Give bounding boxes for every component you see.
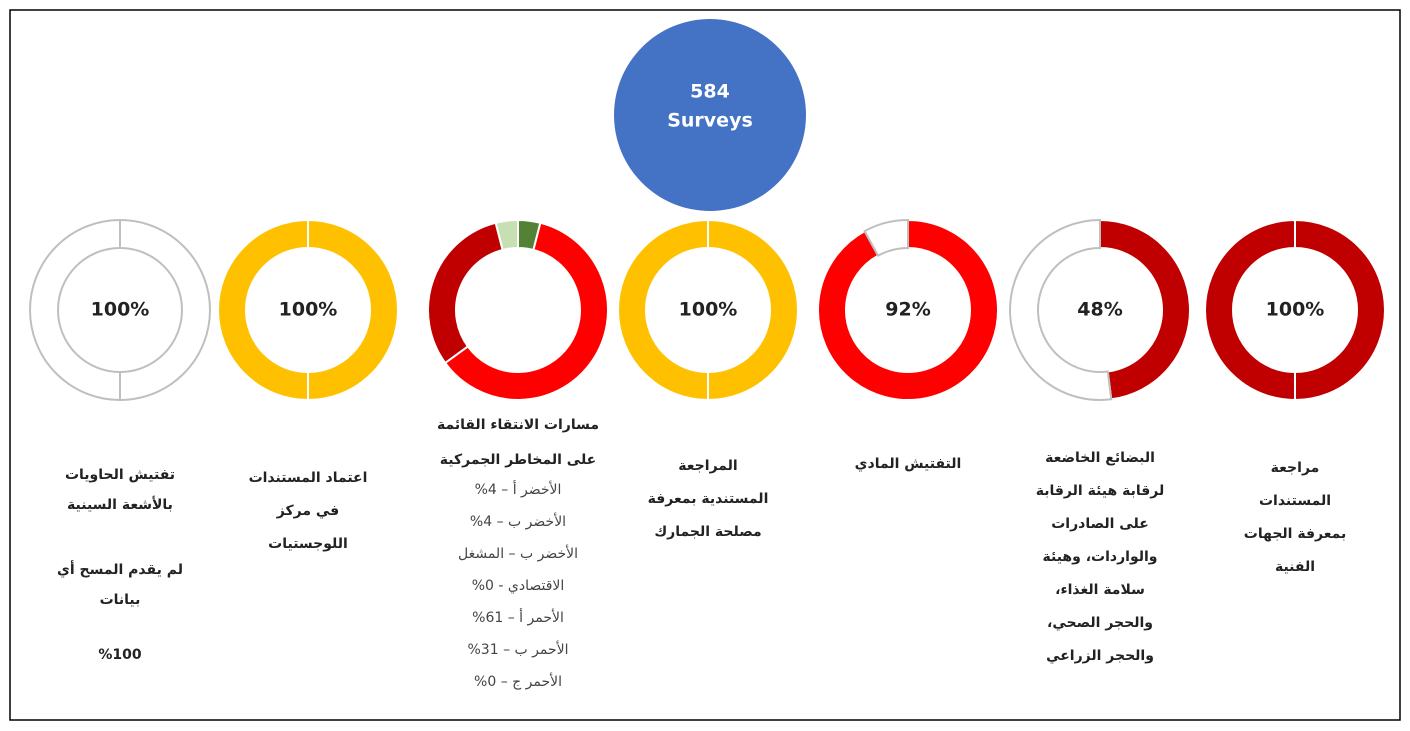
donut-segment <box>443 221 609 401</box>
center-label: 100% <box>91 299 150 321</box>
caption-line: المستندية بمعرفة <box>648 491 769 507</box>
legend-entry: الأخضر أ – 4% <box>475 480 562 498</box>
caption-line: والحجر الصحي، <box>1047 615 1153 631</box>
caption-line: والحجر الزراعي <box>1046 648 1154 664</box>
legend-entry: الأحمر ج – 0% <box>474 672 562 690</box>
donut-segment <box>427 221 504 365</box>
caption-line: مراجعة <box>1271 460 1320 476</box>
legend-entry: الأحمر أ – 61% <box>472 608 564 626</box>
caption-line: على المخاطر الجمركية <box>440 452 596 468</box>
caption-line: في مركز <box>276 503 339 519</box>
caption-line: اللوجستيات <box>268 536 348 552</box>
center-label: 100% <box>1266 299 1325 321</box>
center-label: 92% <box>885 299 930 321</box>
donut-segment <box>1204 218 1386 402</box>
legend-entry: الأخضر ب – 4% <box>470 512 566 530</box>
donut-segment <box>817 218 999 401</box>
donut-segment <box>1099 218 1191 401</box>
caption-line: المستندات <box>1259 493 1331 509</box>
donut-segment <box>863 218 909 258</box>
donut-segment <box>217 218 399 402</box>
caption-line: والواردات، وهيئة <box>1043 549 1158 565</box>
caption-line: مصلحة الجمارك <box>654 524 761 540</box>
caption-line: سلامة الغذاء، <box>1055 582 1145 598</box>
donut-segment <box>29 218 211 402</box>
caption-line: تفتيش الحاويات <box>65 467 175 483</box>
caption-line: المراجعة <box>678 458 737 474</box>
caption-line: لم يقدم المسح أي <box>57 560 183 579</box>
frame <box>9 9 1401 721</box>
caption-line: بيانات <box>100 592 141 608</box>
center-label: 100% <box>279 299 338 321</box>
caption-line: %100 <box>98 647 142 663</box>
survey-label: Surveys <box>667 110 753 132</box>
caption-line: لرقابة هيئة الرقابة <box>1036 483 1164 499</box>
caption-line: البضائع الخاضعة <box>1045 450 1155 466</box>
donut-segment <box>1009 218 1113 401</box>
caption-line: مسارات الانتقاء القائمة <box>437 417 599 433</box>
center-label: 100% <box>679 299 738 321</box>
survey-bubble <box>614 19 806 211</box>
legend-entry: الأحمر ب – 31% <box>467 640 568 658</box>
donut-segment <box>617 218 799 402</box>
caption-line: بالأشعة السينية <box>67 496 173 513</box>
caption-line: على الصادرات <box>1051 516 1149 532</box>
caption-line: بمعرفة الجهات <box>1244 526 1347 542</box>
center-label: 48% <box>1077 299 1122 321</box>
legend-entry: الأخضر ب – المشغل الاقتصادي - 0% <box>458 544 578 594</box>
caption-line: اعتماد المستندات <box>249 470 368 486</box>
caption-line: الفنية <box>1275 559 1315 575</box>
survey-count: 584 <box>690 81 730 103</box>
caption-line: التفتيش المادي <box>855 456 962 473</box>
